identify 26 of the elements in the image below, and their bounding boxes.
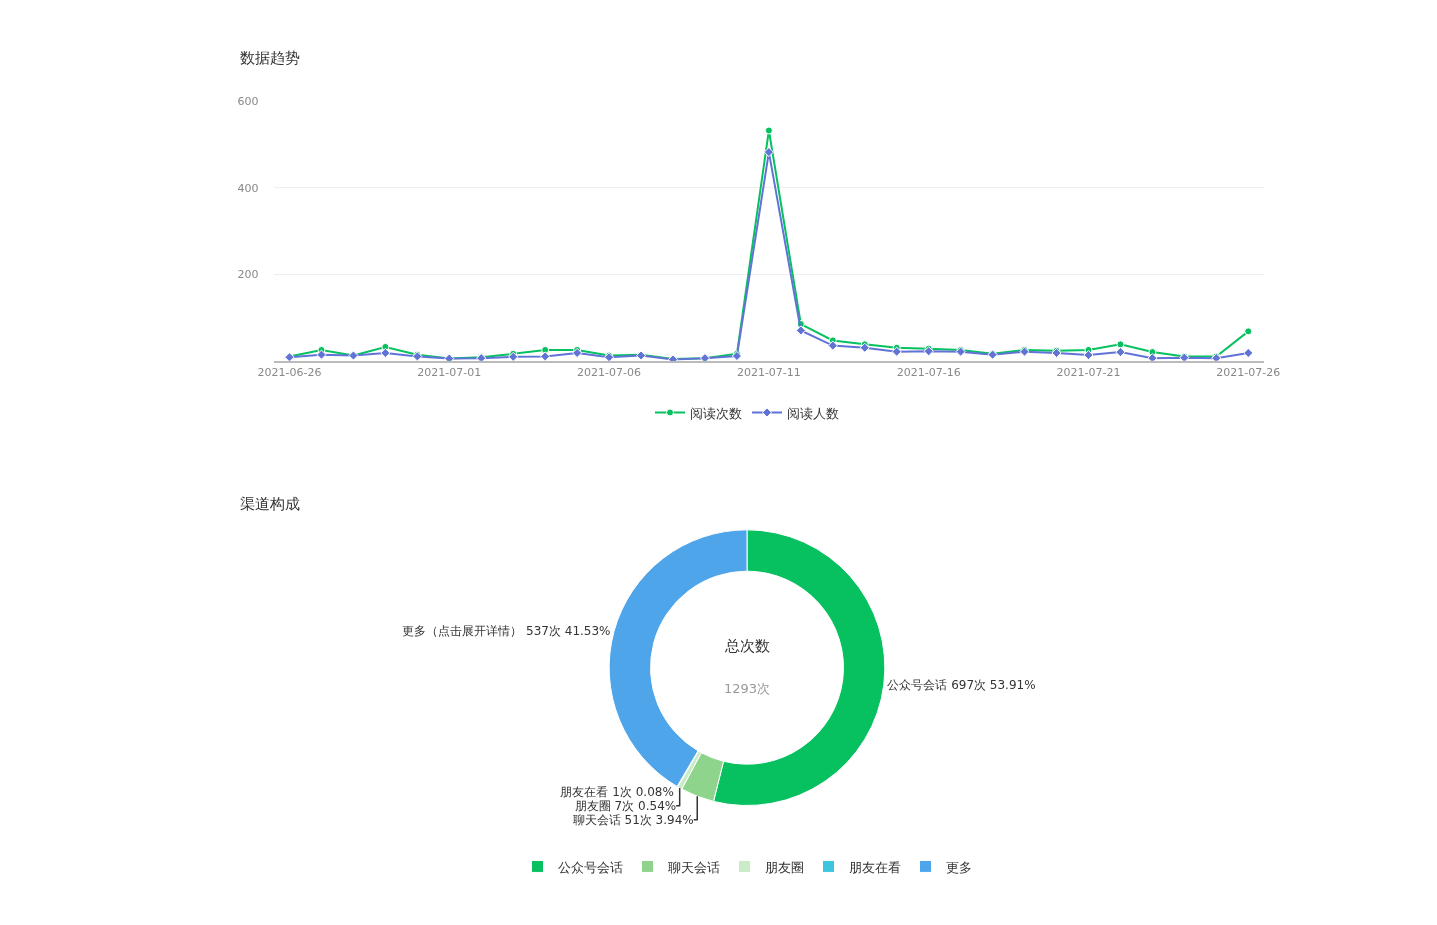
text: 渠道构成 xyxy=(240,495,300,513)
legend-label: 朋友圈 xyxy=(764,859,804,875)
legend-label: 聊天会话 xyxy=(667,859,720,875)
x-tick-label: 2021-06-26 xyxy=(257,365,322,379)
data-label: 朋友圈 7次 0.54% xyxy=(574,798,677,813)
x-tick-label: 2021-07-26 xyxy=(1216,365,1281,379)
legend-label: 公众号会话 xyxy=(557,859,623,875)
x-tick-label: 2021-07-11 xyxy=(736,365,801,379)
y-tick-label: 400 xyxy=(237,181,259,195)
text: 总次数 xyxy=(724,637,770,655)
legend-label: 更多 xyxy=(945,859,972,875)
y-tick-label: 200 xyxy=(237,268,259,282)
legend-label: 阅读人数 xyxy=(787,405,839,421)
legend-label: 朋友在看 xyxy=(848,859,901,875)
legend-label: 阅读次数 xyxy=(690,405,742,421)
x-tick-label: 2021-07-06 xyxy=(577,365,642,379)
data-label: 聊天会话 51次 3.94% xyxy=(572,812,694,827)
data-label: 公众号会话 697次 53.91% xyxy=(887,677,1036,692)
x-tick-label: 2021-07-16 xyxy=(896,365,961,379)
text: 1293次 xyxy=(724,681,771,696)
data-label: 朋友在看 1次 0.08% xyxy=(560,784,674,799)
x-tick-label: 2021-07-01 xyxy=(417,365,482,379)
y-tick-label: 600 xyxy=(237,95,259,109)
chart-title: 数据趋势 xyxy=(240,49,300,67)
x-tick-label: 2021-07-21 xyxy=(1056,365,1121,379)
data-label: 更多（点击展开详情） 537次 41.53% xyxy=(402,623,611,638)
